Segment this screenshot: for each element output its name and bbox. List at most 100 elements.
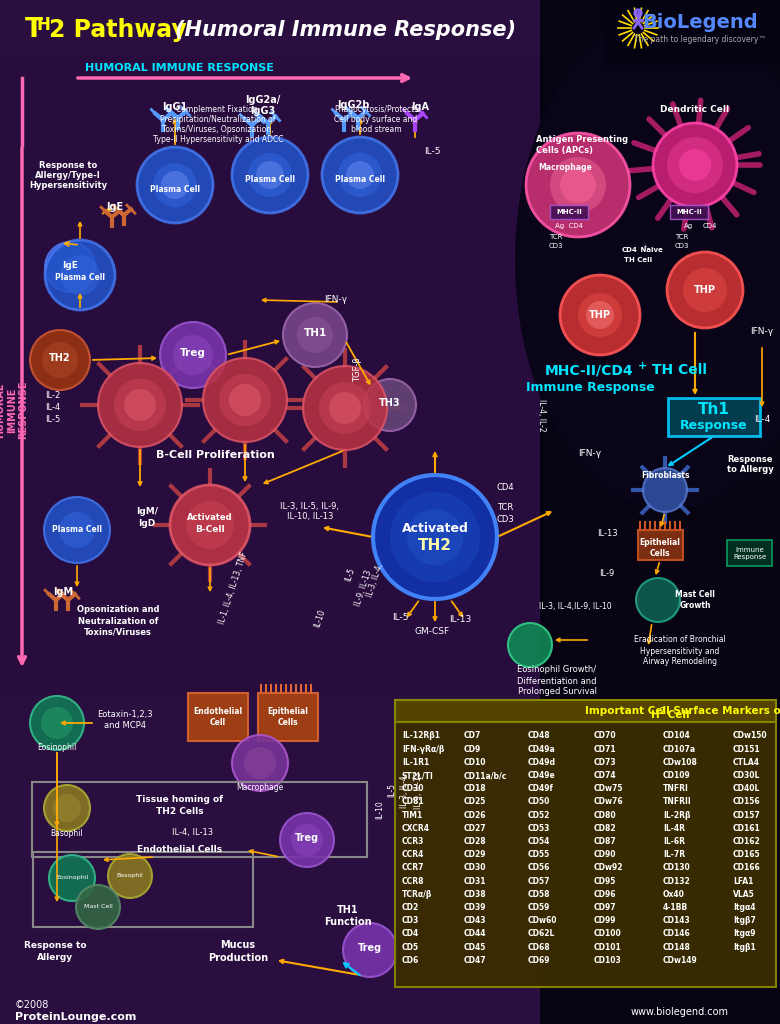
Text: Eotaxin-1,2,3: Eotaxin-1,2,3 — [98, 711, 153, 720]
Text: Plasma Cell: Plasma Cell — [55, 272, 105, 282]
Bar — [258, 693, 318, 741]
Text: Mast Cell
Growth: Mast Cell Growth — [675, 590, 715, 609]
Bar — [395, 722, 776, 987]
Text: CD68: CD68 — [528, 943, 551, 951]
Text: T: T — [25, 17, 43, 43]
Text: IL-9: IL-9 — [599, 568, 615, 578]
Text: Dendritic Cell: Dendritic Cell — [661, 105, 729, 115]
Bar — [32, 782, 367, 857]
Text: IL-4: IL-4 — [753, 416, 770, 425]
Text: CD25: CD25 — [464, 798, 487, 807]
Circle shape — [42, 342, 78, 378]
Text: CD38: CD38 — [464, 890, 487, 899]
Text: CD45: CD45 — [464, 943, 487, 951]
Text: CD107a: CD107a — [663, 744, 696, 754]
Text: Neutralization of: Neutralization of — [78, 616, 158, 626]
Text: MHC-II: MHC-II — [676, 209, 702, 215]
Circle shape — [329, 392, 361, 424]
Circle shape — [560, 167, 596, 203]
Bar — [0, 0, 540, 1024]
Text: IL-4, IL-13: IL-4, IL-13 — [172, 828, 214, 838]
Circle shape — [560, 275, 640, 355]
Text: CD4: CD4 — [703, 223, 717, 229]
Text: CD143: CD143 — [663, 916, 691, 926]
Text: Function: Function — [324, 918, 372, 927]
Text: IL-5: IL-5 — [343, 567, 356, 583]
Text: CDw149: CDw149 — [663, 955, 698, 965]
Text: IL-4, IL-2: IL-4, IL-2 — [537, 398, 547, 431]
Text: VLA5: VLA5 — [733, 890, 755, 899]
Text: CD109: CD109 — [663, 771, 691, 780]
Circle shape — [291, 824, 323, 856]
Circle shape — [244, 746, 276, 779]
Text: CD165: CD165 — [733, 850, 760, 859]
Text: +: + — [638, 361, 647, 371]
Text: CD58: CD58 — [528, 890, 551, 899]
Text: Eradication of Bronchial: Eradication of Bronchial — [634, 636, 726, 644]
Text: CD69: CD69 — [528, 955, 551, 965]
Text: CD82: CD82 — [594, 824, 617, 833]
Text: IL-5: IL-5 — [45, 416, 61, 425]
Circle shape — [98, 362, 182, 447]
Text: Allergy/Type-I: Allergy/Type-I — [35, 171, 101, 179]
Text: CD151: CD151 — [733, 744, 760, 754]
Text: CD50: CD50 — [528, 798, 551, 807]
Text: CDw92: CDw92 — [594, 863, 623, 872]
Text: Ag: Ag — [684, 223, 693, 229]
Text: blood stream: blood stream — [351, 126, 402, 134]
Text: IL-3, IL-4,: IL-3, IL-4, — [365, 562, 385, 598]
Text: 2 Pathway: 2 Pathway — [49, 18, 195, 42]
Bar — [188, 693, 248, 741]
Text: MHC-II/CD4: MHC-II/CD4 — [545, 362, 633, 377]
Text: IL-1R1: IL-1R1 — [402, 758, 429, 767]
Text: Cells (APCs): Cells (APCs) — [536, 145, 593, 155]
Text: TH Cell: TH Cell — [624, 257, 652, 263]
Text: CD49a: CD49a — [528, 744, 555, 754]
Circle shape — [586, 301, 614, 329]
Text: CD30: CD30 — [464, 863, 487, 872]
Ellipse shape — [515, 10, 780, 510]
Bar — [605, 0, 780, 65]
Text: Prolonged Survival: Prolonged Survival — [517, 687, 597, 696]
Text: IL-3, IL-5, IL-9,: IL-3, IL-5, IL-9, — [281, 502, 339, 511]
Text: CD146: CD146 — [663, 930, 691, 939]
Text: Itgα4: Itgα4 — [733, 903, 756, 912]
Text: CD90: CD90 — [594, 850, 616, 859]
Bar — [668, 398, 760, 436]
Text: The path to legendary discovery™: The path to legendary discovery™ — [634, 36, 766, 44]
Bar — [395, 700, 776, 722]
Bar — [33, 852, 253, 927]
Text: Cell: Cell — [664, 710, 690, 720]
Text: Treg: Treg — [358, 943, 382, 953]
Circle shape — [53, 794, 81, 822]
Text: Response to: Response to — [39, 161, 98, 170]
Text: Response: Response — [727, 456, 773, 465]
Circle shape — [137, 147, 213, 223]
Text: CCR7: CCR7 — [402, 863, 424, 872]
Text: CD55: CD55 — [528, 850, 550, 859]
Circle shape — [219, 374, 271, 426]
Circle shape — [186, 501, 234, 549]
Text: CD73: CD73 — [594, 758, 617, 767]
Text: IgG3: IgG3 — [250, 106, 275, 116]
Circle shape — [280, 813, 334, 867]
Text: IL-6R: IL-6R — [663, 837, 685, 846]
Circle shape — [170, 485, 250, 565]
Text: CD27: CD27 — [464, 824, 487, 833]
Text: Macrophage: Macrophage — [236, 783, 284, 793]
Text: CD87: CD87 — [594, 837, 617, 846]
Text: IL-2: IL-2 — [45, 391, 61, 400]
Text: CD99: CD99 — [594, 916, 616, 926]
Text: CD2: CD2 — [402, 903, 420, 912]
Text: Eosinophil: Eosinophil — [56, 876, 88, 881]
Circle shape — [364, 379, 416, 431]
Circle shape — [108, 854, 152, 898]
Text: (Humoral Immune Response): (Humoral Immune Response) — [175, 20, 516, 40]
Circle shape — [44, 785, 90, 831]
Circle shape — [45, 242, 95, 292]
Text: TH2: TH2 — [418, 538, 452, 553]
Circle shape — [343, 923, 397, 977]
Text: CD49e: CD49e — [528, 771, 555, 780]
Text: CD54: CD54 — [528, 837, 551, 846]
Circle shape — [30, 330, 90, 390]
